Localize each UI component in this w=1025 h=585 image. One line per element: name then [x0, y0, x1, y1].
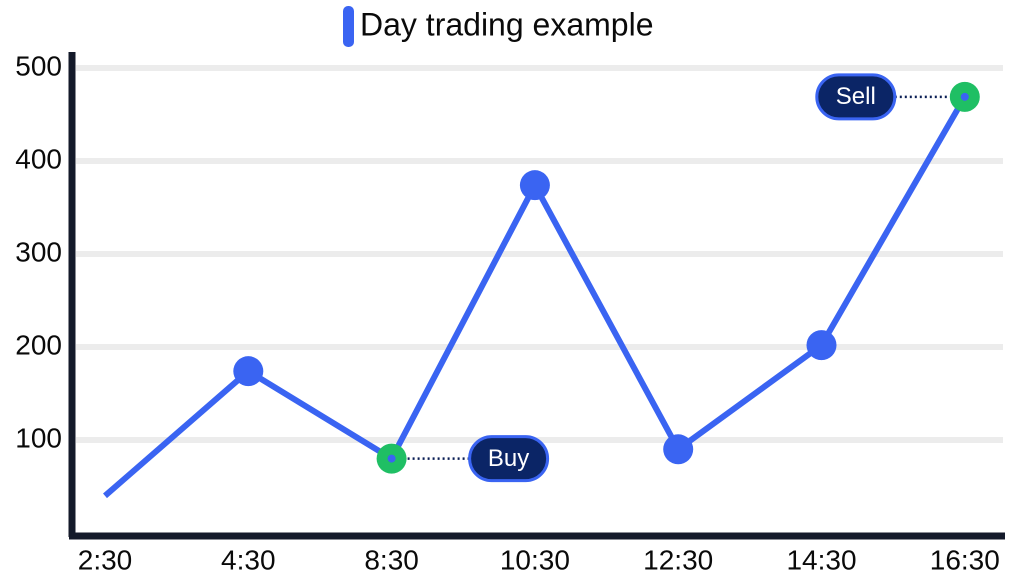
annotation-pill — [815, 73, 897, 121]
y-tick-label: 200 — [15, 329, 62, 360]
trade-marker-dot — [960, 92, 969, 101]
data-point — [806, 330, 837, 361]
y-tick-label: 400 — [15, 143, 62, 174]
x-tick-label: 8:30 — [364, 544, 419, 575]
y-tick-label: 500 — [15, 50, 62, 81]
legend-label: Day trading example — [360, 6, 653, 42]
data-point — [233, 356, 264, 387]
data-point — [663, 434, 694, 465]
x-tick-label: 2:30 — [78, 544, 133, 575]
y-tick-label: 300 — [15, 236, 62, 267]
annotation-pill — [468, 435, 550, 483]
trade-marker-dot — [387, 454, 396, 463]
x-tick-label: 12:30 — [643, 544, 713, 575]
data-point — [519, 170, 550, 201]
series-line — [103, 95, 968, 499]
x-tick-label: 4:30 — [221, 544, 276, 575]
annotation-label: Buy — [488, 445, 529, 472]
annotation-label: Sell — [836, 83, 876, 110]
x-tick-label: 10:30 — [500, 544, 570, 575]
y-tick-label: 100 — [15, 422, 62, 453]
legend-swatch — [343, 6, 354, 47]
x-tick-label: 14:30 — [786, 544, 856, 575]
x-tick-label: 16:30 — [930, 544, 1000, 575]
